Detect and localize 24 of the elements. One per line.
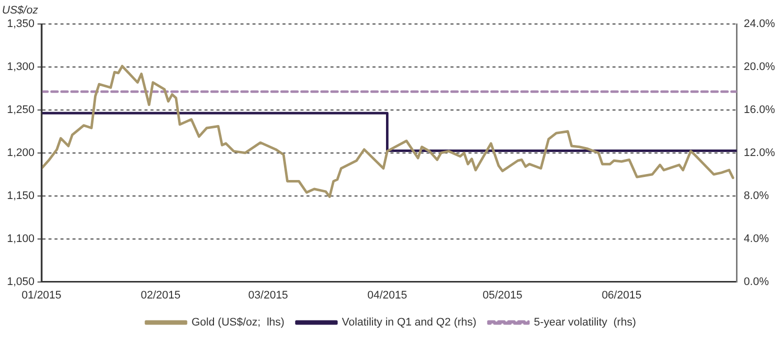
x-tick-label: 05/2015: [482, 289, 522, 302]
x-tick-label: 01/2015: [22, 289, 62, 302]
x-tick-label: 03/2015: [248, 289, 288, 302]
y-tick-label: 1,050: [6, 276, 35, 288]
y2-tick-label: 12.0%: [744, 146, 776, 159]
x-tick-label: 04/2015: [367, 289, 408, 302]
y2-tick-label: 20.0%: [744, 61, 776, 73]
y2-tick-label: 4.0%: [744, 232, 770, 245]
y2-tick-label: 24.0%: [744, 18, 776, 30]
y-tick-label: 1,250: [6, 104, 35, 116]
y-tick-label: 1,350: [6, 18, 35, 30]
y2-tick-label: 0.0%: [744, 276, 770, 288]
x-tick-label: 06/2015: [602, 289, 642, 302]
y-axis-title: US$/oz: [2, 4, 39, 17]
y-tick-label: 1,300: [6, 61, 35, 73]
y-tick-label: 1,100: [6, 232, 35, 245]
y-tick-label: 1,150: [6, 190, 35, 202]
legend-label: Volatility in Q1 and Q2 (rhs): [342, 316, 476, 329]
y2-tick-label: 8.0%: [744, 190, 770, 202]
legend-label: 5-year volatility (rhs): [534, 316, 636, 329]
x-tick-label: 02/2015: [140, 289, 180, 302]
y2-tick-label: 16.0%: [744, 104, 776, 116]
y-tick-label: 1,200: [6, 146, 35, 159]
legend-label: Gold (US$/oz; lhs): [192, 316, 284, 329]
